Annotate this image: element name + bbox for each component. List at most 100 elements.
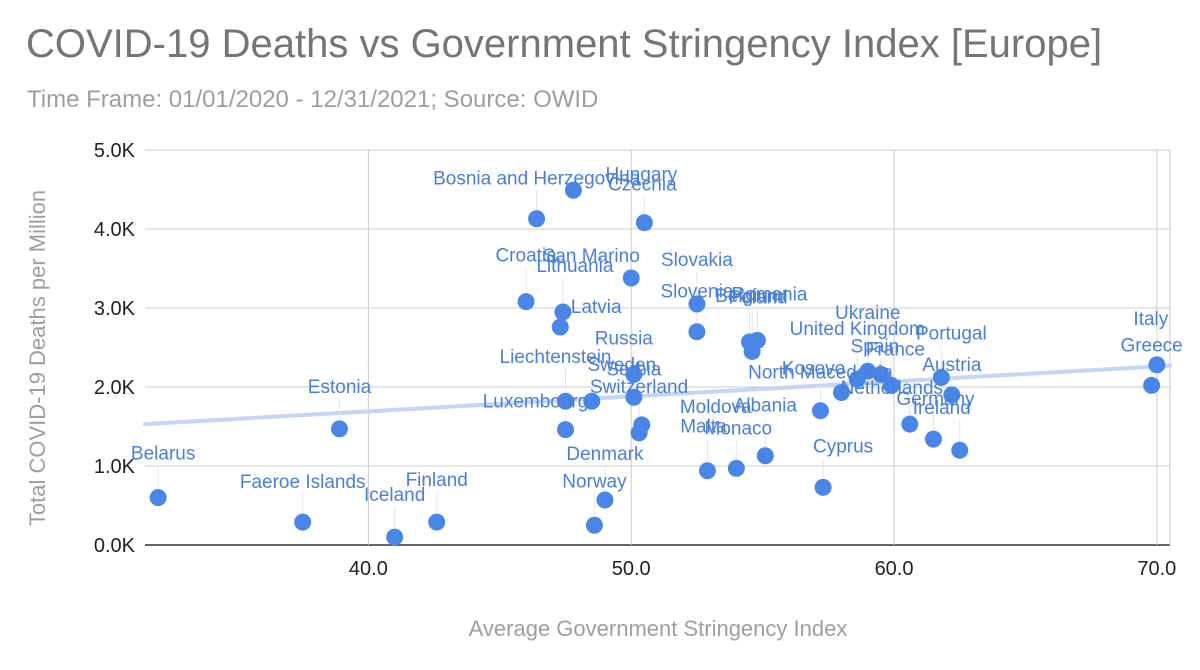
point-label: Monaco xyxy=(705,418,773,439)
data-point[interactable] xyxy=(748,331,766,349)
data-point[interactable] xyxy=(932,369,950,387)
data-point[interactable] xyxy=(832,384,850,402)
data-point[interactable] xyxy=(564,181,582,199)
point-label: Kosovo xyxy=(782,359,845,380)
data-point[interactable] xyxy=(814,478,832,496)
point-label: Slovenia xyxy=(660,282,733,303)
point-label: Croatia xyxy=(495,246,557,267)
point-label: Hungary xyxy=(605,164,677,185)
point-label: Lithuania xyxy=(536,256,614,277)
data-point[interactable] xyxy=(901,415,919,433)
point-label: Moldova xyxy=(680,397,752,418)
y-tick-label: 5.0K xyxy=(94,140,136,162)
data-point[interactable] xyxy=(622,269,640,287)
data-point[interactable] xyxy=(1143,376,1161,394)
point-label: Ireland xyxy=(913,398,971,419)
x-tick-label: 60.0 xyxy=(875,558,914,580)
data-point[interactable] xyxy=(727,459,745,477)
point-label: Belgium xyxy=(715,286,784,307)
data-point[interactable] xyxy=(551,318,569,336)
point-label: Italy xyxy=(1133,309,1168,330)
point-label: Belarus xyxy=(131,444,195,465)
point-label: Ukraine xyxy=(835,303,900,324)
data-point[interactable] xyxy=(625,388,643,406)
point-label: North Macedonia xyxy=(748,363,893,384)
data-point[interactable] xyxy=(517,293,535,311)
data-point[interactable] xyxy=(924,430,942,448)
point-label: Bosnia and Herzegovina xyxy=(433,169,640,190)
x-tick-label: 70.0 xyxy=(1137,558,1176,580)
data-point[interactable] xyxy=(596,491,614,509)
chart-title: COVID-19 Deaths vs Government Stringency… xyxy=(26,22,1103,66)
y-tick-label: 3.0K xyxy=(94,298,136,320)
point-label: Romania xyxy=(731,284,807,305)
point-label: Portugal xyxy=(916,324,987,345)
data-point[interactable] xyxy=(557,421,575,439)
point-label: Denmark xyxy=(566,444,644,465)
x-axis-title: Average Government Stringency Index xyxy=(469,616,848,641)
point-label: Norway xyxy=(562,471,627,492)
data-point[interactable] xyxy=(872,365,890,383)
y-tick-labels: 0.0K 1.0K 2.0K 3.0K 4.0K 5.0K xyxy=(94,140,136,557)
data-point[interactable] xyxy=(859,362,877,380)
data-point[interactable] xyxy=(554,303,572,321)
point-label: Netherlands xyxy=(841,378,943,399)
data-point[interactable] xyxy=(882,376,900,394)
y-tick-label: 0.0K xyxy=(94,535,136,557)
data-point[interactable] xyxy=(633,416,651,434)
data-point[interactable] xyxy=(585,516,603,534)
data-points xyxy=(149,181,1166,546)
point-label: Greece xyxy=(1120,335,1182,356)
point-label: Austria xyxy=(922,355,982,376)
point-label: Malta xyxy=(680,417,727,438)
point-label: Switzerland xyxy=(590,377,688,398)
y-tick-label: 1.0K xyxy=(94,456,136,478)
point-label: Poland xyxy=(729,287,788,308)
data-point[interactable] xyxy=(688,323,706,341)
point-label: Czechia xyxy=(608,175,677,196)
point-label: Cyprus xyxy=(813,436,873,457)
point-labels: Belarus Faeroe Islands Estonia IcelandFinla… xyxy=(131,164,1183,506)
data-point[interactable] xyxy=(951,441,969,459)
data-point[interactable] xyxy=(149,489,167,507)
data-point[interactable] xyxy=(811,402,829,420)
data-point[interactable] xyxy=(528,210,546,228)
data-point[interactable] xyxy=(386,528,404,546)
x-tick-label: 40.0 xyxy=(349,558,388,580)
gridlines xyxy=(145,149,1171,546)
chart-subtitle: Time Frame: 01/01/2020 - 12/31/2021; Sou… xyxy=(27,86,599,113)
point-label: Germany xyxy=(896,389,975,410)
point-label: United Kingdom xyxy=(790,319,925,340)
data-point[interactable] xyxy=(583,392,601,410)
data-point[interactable] xyxy=(330,420,348,438)
point-label: Faeroe Islands xyxy=(240,472,366,493)
data-point[interactable] xyxy=(635,214,653,232)
data-point[interactable] xyxy=(688,295,706,313)
data-point[interactable] xyxy=(557,392,575,410)
data-point[interactable] xyxy=(428,513,446,531)
point-label: Slovakia xyxy=(661,250,733,271)
trendline xyxy=(143,363,1172,427)
x-tick-labels: 40.0 50.0 60.0 70.0 xyxy=(349,558,1176,580)
y-axis-title: Total COVID-19 Deaths per Million xyxy=(25,190,50,526)
point-label: Spain xyxy=(851,336,900,357)
data-point[interactable] xyxy=(1148,356,1166,374)
data-point[interactable] xyxy=(756,447,774,465)
y-tick-label: 4.0K xyxy=(94,219,136,241)
point-label: Albania xyxy=(734,396,798,417)
data-point[interactable] xyxy=(294,513,312,531)
point-label: Serbia xyxy=(606,359,661,380)
point-label: Estonia xyxy=(308,377,372,398)
point-label: Liechtenstein xyxy=(500,347,612,368)
data-point[interactable] xyxy=(625,365,643,383)
point-label: Luxembourg xyxy=(483,392,589,413)
point-label: Sweden xyxy=(587,355,656,376)
point-label: Finland xyxy=(406,470,468,491)
point-label: Iceland xyxy=(364,485,425,506)
data-point[interactable] xyxy=(943,386,961,404)
y-tick-label: 2.0K xyxy=(94,377,136,399)
label-leader-lines xyxy=(157,182,1158,530)
data-point[interactable] xyxy=(698,462,716,480)
point-label: San Marino xyxy=(543,246,640,267)
